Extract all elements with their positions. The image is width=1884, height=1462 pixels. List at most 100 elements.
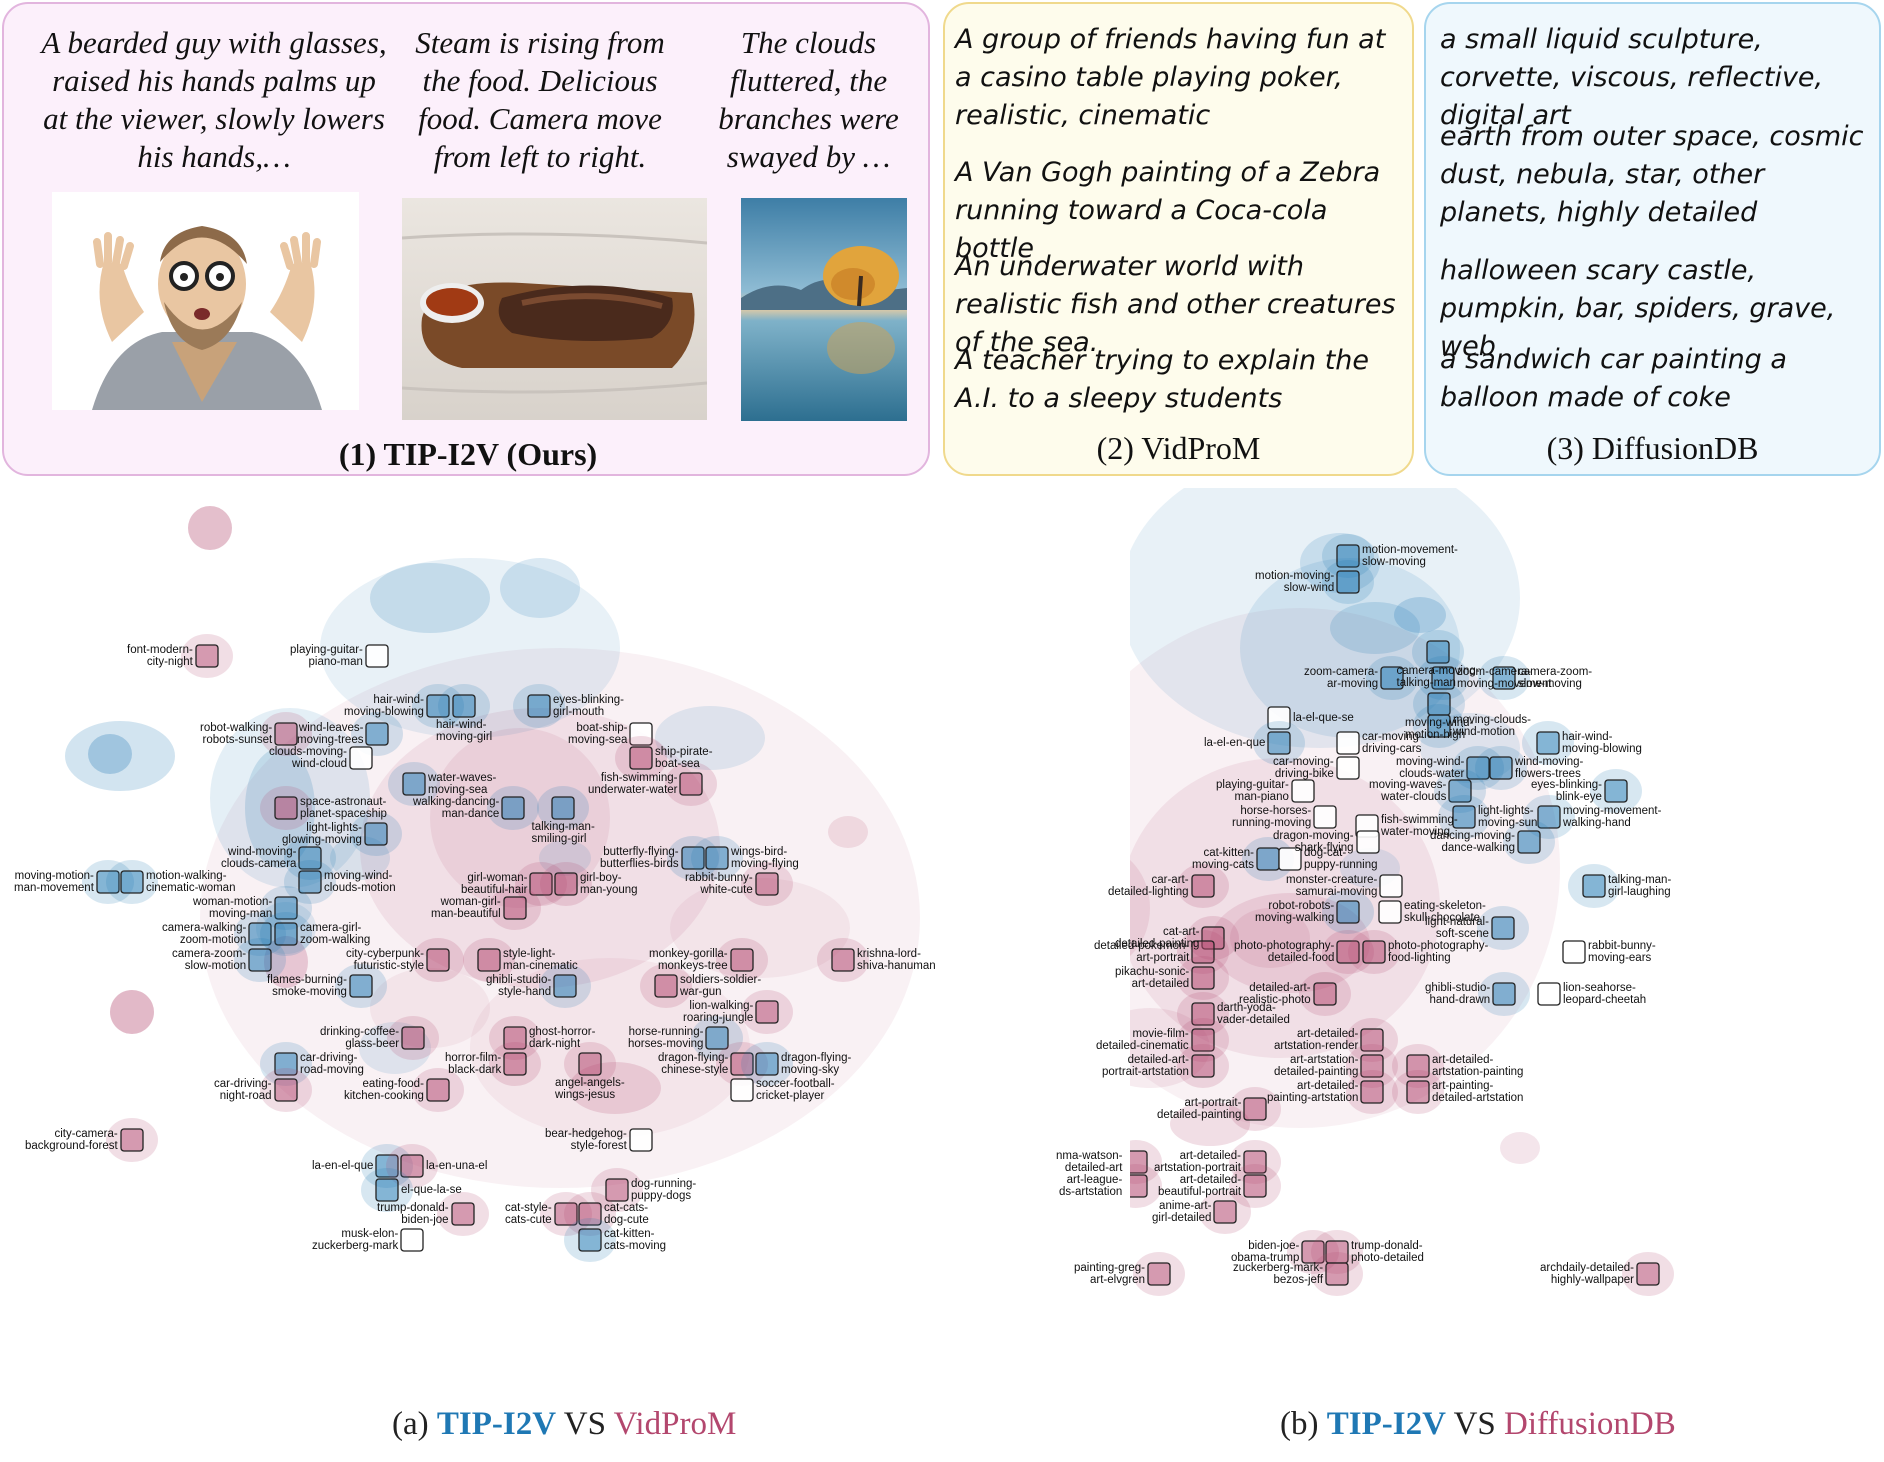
cluster-halo [438, 684, 490, 728]
cluster-box [1491, 916, 1515, 940]
cluster-label: water-waves- moving-sea [428, 772, 497, 796]
cluster-label: la-en-una-el [426, 1160, 488, 1172]
cluster-halo [1177, 956, 1229, 1000]
cluster-box [681, 846, 705, 870]
cluster-label: art-detailed- beautiful-portrait [1158, 1174, 1242, 1198]
cluster-box [1380, 666, 1404, 690]
cluster-box [400, 1228, 424, 1252]
cluster-box [248, 922, 272, 946]
cluster-label: dancing-moving- dance-walking [1430, 830, 1516, 854]
cluster-label: ghibli-studio- hand-drawn [1425, 982, 1491, 1006]
density-blob [1500, 1132, 1540, 1164]
cluster-halo [1366, 656, 1418, 700]
cluster-label: art-detailed- artstation-painting [1432, 1054, 1524, 1078]
cluster-box [629, 1128, 653, 1152]
cluster-halo [1478, 656, 1530, 700]
cluster-box [1452, 805, 1476, 829]
density-blob [1130, 860, 1150, 956]
tip-i2v-title: (1) TIP-I2V (Ours) [338, 436, 598, 472]
cluster-label: style-light- man-cinematic [503, 948, 578, 972]
density-blob [370, 968, 490, 1048]
cluster-halo [1434, 769, 1486, 813]
cluster-box [274, 1078, 298, 1102]
cluster-box [451, 1202, 475, 1226]
cluster-box [527, 694, 551, 718]
cluster-box [452, 694, 476, 718]
cluster-box [1130, 1174, 1148, 1198]
cluster-halo [1322, 560, 1374, 604]
cluster-halo [1438, 795, 1490, 839]
cluster-halo [564, 1218, 616, 1262]
cluster-label: wind-leaves- moving-trees [297, 722, 364, 746]
cluster-label: horse-running- horses-moving [628, 1026, 704, 1050]
cluster-label: photo-photography- food-lighting [1388, 940, 1489, 964]
map-a-caption-tip: TIP-I2V [436, 1406, 557, 1442]
cluster-box [274, 896, 298, 920]
cluster-halo [106, 1118, 158, 1162]
cluster-box [1336, 544, 1360, 568]
cluster-halo [284, 860, 336, 904]
cluster-halo [1187, 916, 1239, 960]
density-blob [1240, 558, 1460, 738]
cluster-halo [1229, 1140, 1281, 1184]
map-a-caption-vs: VS [556, 1406, 614, 1442]
cluster-label: art-detailed- artstation-render [1274, 1028, 1359, 1052]
cluster-halo [1133, 1252, 1185, 1296]
cluster-label: dragon-flying- moving-sky [781, 1052, 852, 1076]
cluster-box [375, 1154, 399, 1178]
cluster-halo [691, 1016, 743, 1060]
density-blob [1300, 533, 1380, 593]
cluster-halo [335, 964, 387, 1008]
cluster-label: anime-art- girl-detailed [1152, 1200, 1212, 1224]
cluster-box [426, 948, 450, 972]
cluster-halo [1311, 1252, 1363, 1296]
diffusiondb-prompt-3: halloween scary castle, pumpkin, bar, sp… [1440, 255, 1836, 362]
cluster-box [755, 872, 779, 896]
cluster-box [503, 1052, 527, 1076]
cluster-box [1243, 1174, 1267, 1198]
cluster-label: archdaily-detailed- highly-wallpaper [1540, 1262, 1634, 1286]
cluster-box [1492, 666, 1516, 690]
cluster-label: cat-art- detailed-painting [1115, 926, 1200, 950]
cluster-halo [260, 1068, 312, 1112]
cluster-halo [1287, 1230, 1339, 1274]
cluster-halo [1568, 864, 1620, 908]
density-blob [360, 708, 720, 988]
cluster-box [1536, 731, 1560, 755]
cluster-label: detailed-pokemon- art-portrait [1094, 940, 1190, 964]
cluster-halo [412, 684, 464, 728]
cluster-box [1191, 966, 1215, 990]
cluster-halo [260, 886, 312, 930]
cluster-halo [1322, 534, 1374, 578]
cluster-box [1191, 1002, 1215, 1026]
cluster-halo [716, 1042, 768, 1086]
cluster-box [1362, 940, 1386, 964]
map-b-caption-vs: VS [1445, 1406, 1505, 1442]
cluster-label: moving-waves- water-clouds [1369, 779, 1447, 803]
cluster-label: cat-cats- dog-cute [604, 1202, 649, 1226]
cluster-label: ship-pirate- boat-sea [655, 746, 713, 770]
cluster-box [629, 746, 653, 770]
cluster-label: playing-guitar- man-piano [1216, 779, 1289, 803]
cluster-box [274, 796, 298, 820]
density-blob [1130, 488, 1520, 748]
cluster-box [364, 822, 388, 846]
density-blob [110, 990, 154, 1034]
cluster-halo [615, 736, 667, 780]
cluster-box [1147, 1262, 1171, 1286]
cluster-box [578, 1228, 602, 1252]
cluster-halo [1503, 820, 1555, 864]
cluster-label: trump-donald- photo-detailed [1351, 1240, 1424, 1264]
density-blob [430, 728, 610, 908]
cluster-label: camera-walking- zoom-motion [162, 922, 247, 946]
tip-example-3-image [741, 198, 907, 421]
cluster-halo [387, 1016, 439, 1060]
cluster-halo [487, 786, 539, 830]
cluster-box [1243, 1150, 1267, 1174]
cluster-halo [1478, 972, 1530, 1016]
cluster-label: clouds-moving- wind-cloud [269, 746, 347, 770]
cluster-label: art-portrait- detailed-painting [1157, 1097, 1242, 1121]
cluster-box [679, 772, 703, 796]
cluster-box [1130, 1150, 1148, 1174]
cluster-label: cat-kitten- moving-cats [1192, 847, 1254, 871]
